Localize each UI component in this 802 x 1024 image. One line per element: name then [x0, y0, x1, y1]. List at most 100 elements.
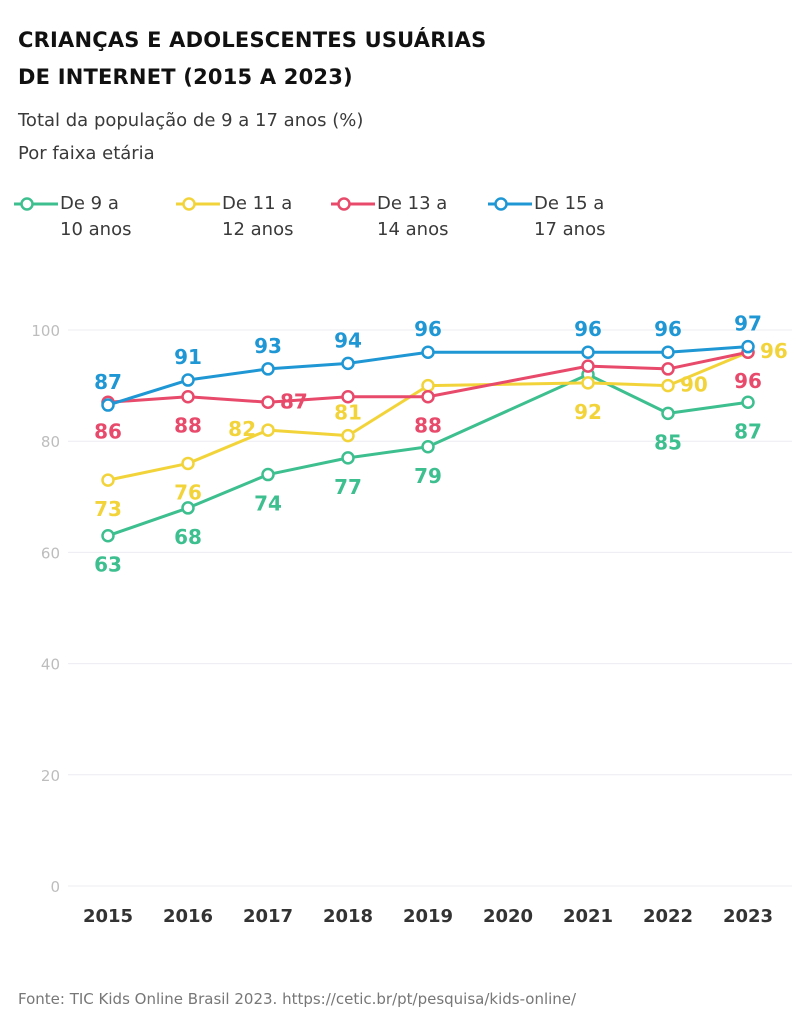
y-tick-label: 60: [41, 544, 60, 562]
x-tick-label: 2018: [323, 906, 373, 927]
y-axis: 0 20 40 60 80 100: [31, 322, 60, 896]
legend-label-line-1: De 9 a: [60, 193, 119, 214]
series-3: [101, 345, 755, 410]
data-label: 76: [174, 480, 202, 504]
x-tick-label: 2020: [483, 906, 533, 927]
data-point: [181, 389, 195, 404]
data-point: [341, 356, 355, 371]
data-label: 86: [94, 419, 122, 443]
legend-label-line-2: 17 anos: [534, 219, 606, 240]
data-label: 96: [574, 317, 602, 341]
chart-series: [101, 339, 755, 543]
chart-legend: De 9 a 10 anos De 11 a 12 anos De 13 a 1…: [14, 191, 794, 251]
x-tick-label: 2017: [243, 906, 293, 927]
data-label: 87: [734, 419, 762, 443]
x-tick-label: 2015: [83, 906, 133, 927]
legend-marker-icon: [331, 197, 375, 211]
data-label: 74: [254, 492, 282, 516]
series-1: [101, 367, 755, 543]
legend-label-line-2: 10 anos: [60, 219, 132, 240]
data-point: [741, 339, 755, 354]
y-tick-label: 80: [41, 433, 60, 451]
chart-subtitle-line-2: Por faixa etária: [18, 143, 155, 164]
legend-item-13-14: De 13 a 14 anos: [331, 191, 487, 243]
data-label: 96: [734, 369, 762, 393]
data-point: [341, 428, 355, 443]
data-point: [101, 473, 115, 487]
chart-title-line-2: DE INTERNET (2015 A 2023): [18, 65, 353, 89]
data-point: [261, 467, 275, 482]
data-point: [181, 456, 195, 471]
data-label: 87: [94, 370, 122, 394]
data-point: [421, 440, 435, 454]
chart-title: CRIANÇAS E ADOLESCENTES USUÁRIAS DE INTE…: [18, 22, 778, 96]
legend-marker-icon: [14, 197, 58, 211]
chart-data-labels: 63 68 74 77 79 85 87 73 76 82 81 92 90 96 86 88 87 88 96 87…: [94, 312, 788, 577]
source-note: Fonte: TIC Kids Online Brasil 2023. http…: [18, 990, 577, 1008]
data-label: 90: [680, 373, 708, 397]
data-label: 91: [174, 345, 202, 369]
y-tick-label: 0: [50, 878, 60, 896]
legend-marker-icon: [176, 197, 220, 211]
legend-label-line-1: De 15 a: [534, 193, 605, 214]
series-line: [107, 372, 749, 538]
data-label: 68: [174, 525, 202, 549]
data-point: [421, 378, 435, 393]
data-label: 82: [228, 417, 256, 441]
legend-item-11-12: De 11 a 12 anos: [176, 191, 332, 243]
data-point: [661, 345, 675, 359]
data-label: 96: [654, 317, 682, 341]
y-tick-label: 20: [41, 767, 60, 785]
data-point: [261, 395, 275, 410]
data-point: [581, 376, 595, 390]
legend-marker-icon: [488, 197, 532, 211]
y-tick-label: 40: [41, 656, 60, 674]
data-label: 92: [574, 400, 602, 424]
data-point: [581, 359, 595, 373]
data-label: 94: [334, 328, 362, 352]
data-label: 88: [414, 414, 442, 438]
legend-label-line-1: De 13 a: [377, 193, 448, 214]
chart-title-line-1: CRIANÇAS E ADOLESCENTES USUÁRIAS: [18, 28, 487, 52]
data-label: 96: [414, 317, 442, 341]
legend-item-9-10: De 9 a 10 anos: [14, 191, 170, 243]
series-2: [101, 345, 755, 487]
series-line: [107, 350, 749, 482]
data-label: 97: [734, 312, 762, 336]
x-tick-label: 2023: [723, 906, 773, 927]
data-point: [261, 423, 275, 437]
x-tick-label: 2021: [563, 906, 613, 927]
legend-label-line-1: De 11 a: [222, 193, 293, 214]
data-point: [421, 345, 435, 359]
legend-label-line-2: 12 anos: [222, 219, 294, 240]
data-label: 63: [94, 553, 122, 577]
data-point: [101, 528, 115, 543]
x-axis: 2015 2016 2017 2018 2019 2020 2021 2022 2023: [83, 906, 773, 927]
data-point: [661, 362, 675, 376]
data-point: [181, 501, 195, 515]
chart-subtitle-line-1: Total da população de 9 a 17 anos (%): [18, 110, 364, 131]
data-label: 81: [334, 401, 362, 425]
data-label: 85: [654, 430, 682, 454]
data-point: [741, 395, 755, 410]
data-label: 96: [760, 339, 788, 363]
data-label: 88: [174, 414, 202, 438]
legend-label-line-2: 14 anos: [377, 219, 449, 240]
series-line: [107, 345, 749, 407]
data-point: [421, 389, 435, 404]
x-tick-label: 2022: [643, 906, 693, 927]
chart-subtitle: Total da população de 9 a 17 anos (%) Po…: [18, 104, 363, 170]
data-point: [661, 378, 675, 393]
legend-item-15-17: De 15 a 17 anos: [488, 191, 644, 243]
data-point: [581, 345, 595, 359]
data-label: 73: [94, 497, 122, 521]
x-tick-label: 2016: [163, 906, 213, 927]
y-tick-label: 100: [31, 322, 60, 340]
data-label: 77: [334, 475, 362, 499]
data-point: [341, 451, 355, 465]
data-label: 79: [414, 464, 442, 488]
series-line: [107, 350, 749, 404]
line-chart: 0 20 40 60 80 100 2015 2016 2017 2018 2019 2020 202…: [31, 312, 792, 927]
series-4: [101, 339, 755, 412]
data-point: [101, 398, 115, 412]
